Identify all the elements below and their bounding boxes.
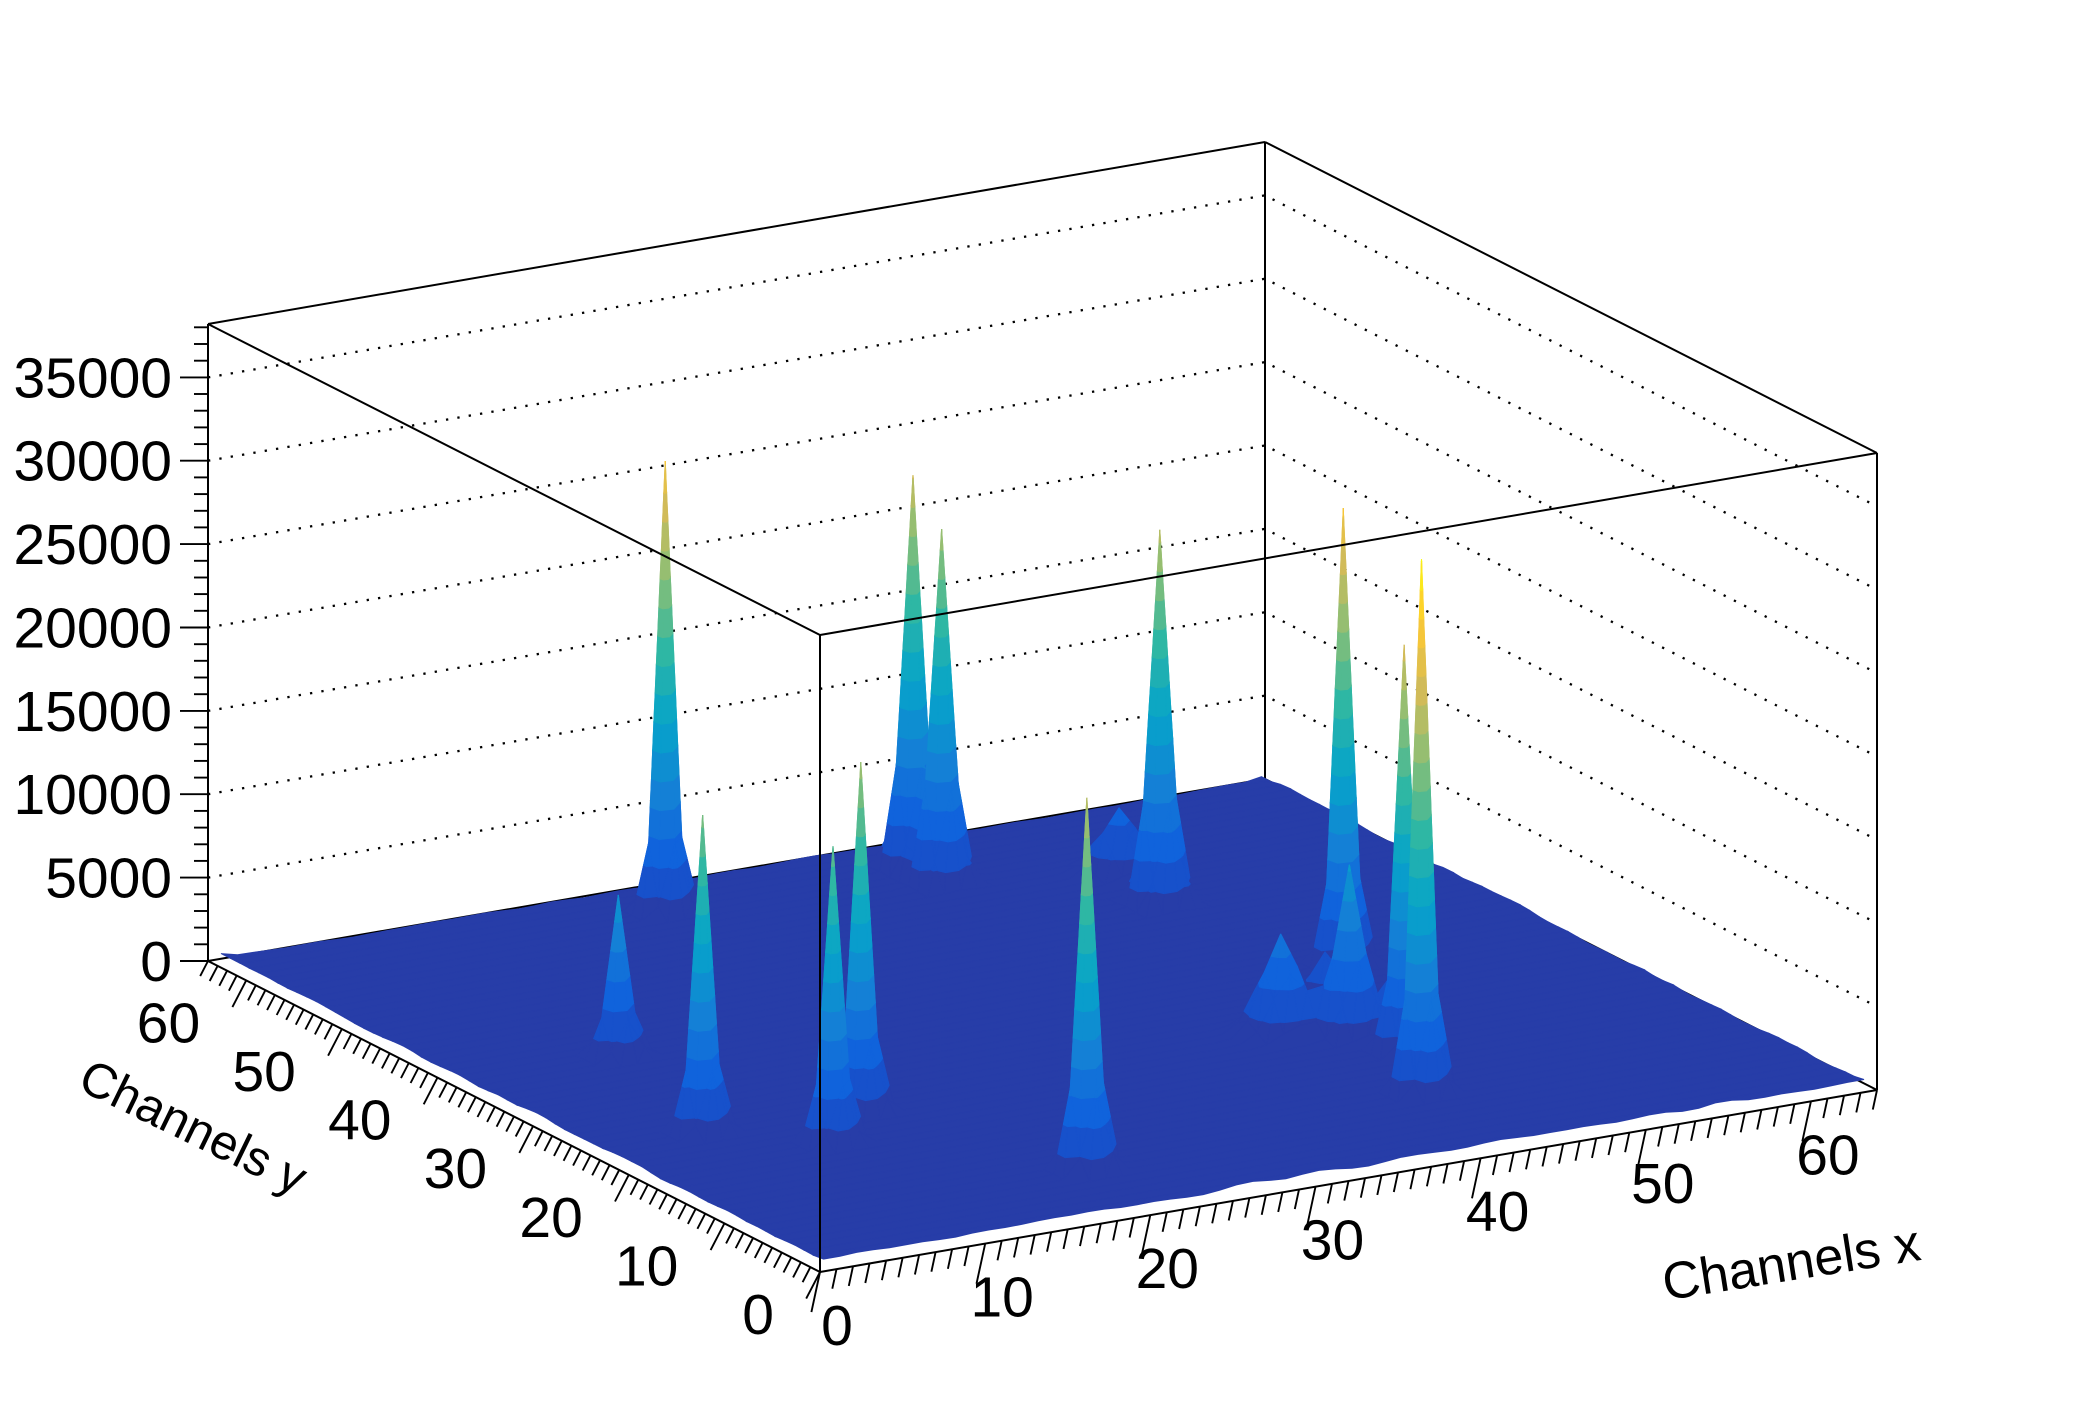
svg-text:0: 0 xyxy=(140,930,172,994)
svg-text:5000: 5000 xyxy=(45,847,172,911)
svg-text:60: 60 xyxy=(1796,1123,1859,1187)
svg-text:0: 0 xyxy=(821,1294,853,1358)
svg-text:35000: 35000 xyxy=(13,346,172,410)
svg-text:30: 30 xyxy=(424,1137,487,1201)
svg-text:15000: 15000 xyxy=(13,680,172,744)
svg-text:10: 10 xyxy=(615,1234,678,1298)
svg-text:30: 30 xyxy=(1301,1209,1364,1273)
svg-text:40: 40 xyxy=(328,1089,391,1153)
svg-text:40: 40 xyxy=(1466,1180,1529,1244)
svg-text:20: 20 xyxy=(519,1186,582,1250)
svg-text:10: 10 xyxy=(970,1266,1033,1330)
svg-text:0: 0 xyxy=(742,1283,774,1347)
svg-text:20000: 20000 xyxy=(13,597,172,661)
svg-text:50: 50 xyxy=(232,1040,295,1104)
svg-text:10000: 10000 xyxy=(13,763,172,827)
svg-text:50: 50 xyxy=(1631,1152,1694,1216)
svg-text:60: 60 xyxy=(137,991,200,1055)
svg-text:20: 20 xyxy=(1136,1237,1199,1301)
svg-text:25000: 25000 xyxy=(13,513,172,577)
svg-text:30000: 30000 xyxy=(13,430,172,494)
